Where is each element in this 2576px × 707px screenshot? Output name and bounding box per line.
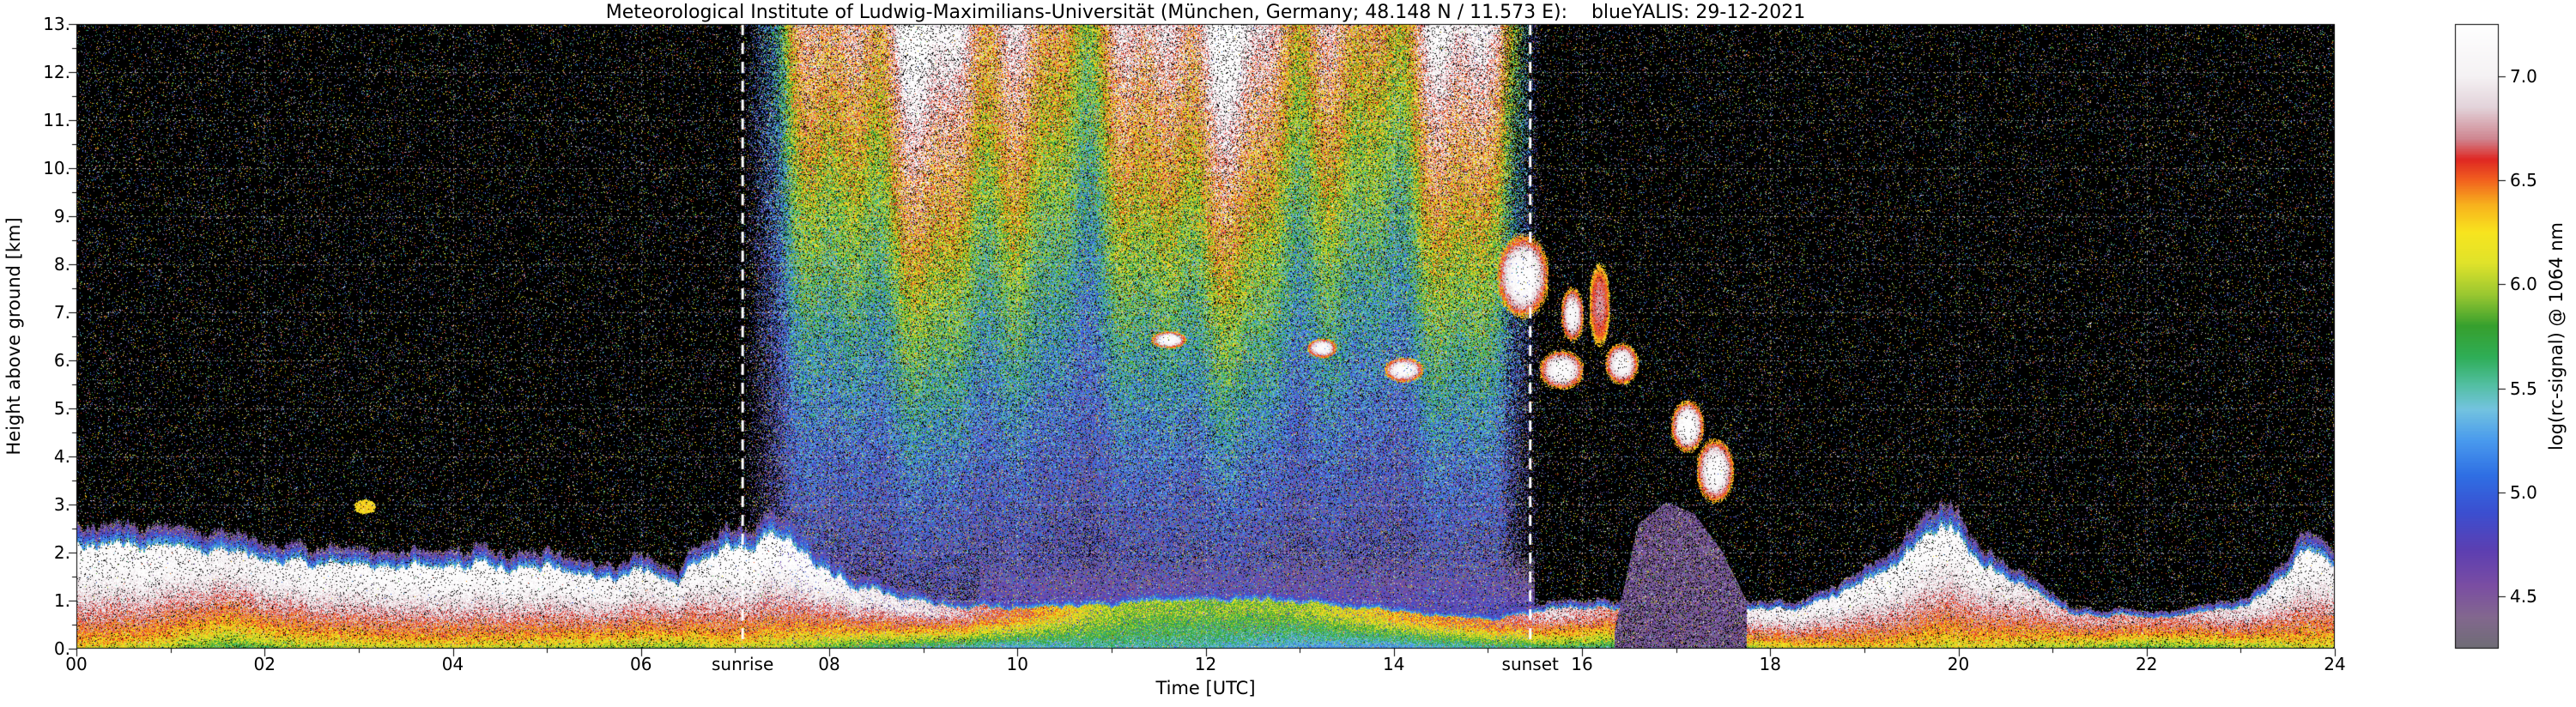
y-tick-label: 9. [53,206,70,227]
x-axis-label: Time [UTC] [1155,678,1256,698]
colorbar-tick-label: 6.0 [2510,274,2537,295]
x-tick-label: 20 [1947,654,1970,674]
colorbar-label: log(rc-signal) @ 1064 nm [2546,221,2567,451]
y-tick-label: 12. [43,62,70,82]
x-tick-label: 00 [65,654,88,674]
y-axis-label: Height above ground [km] [3,217,24,456]
colorbar-tick-label: 7.0 [2510,65,2537,87]
colorbar-tick-label: 5.0 [2510,482,2537,503]
y-tick-label: 13. [43,14,70,34]
x-tick-label: 16 [1571,654,1593,674]
y-tick-label: 8. [53,254,70,275]
y-tick-label: 0. [53,638,70,659]
y-tick-label: 11. [43,110,70,130]
y-tick-label: 1. [53,590,70,611]
x-tick-label: 02 [253,654,276,674]
x-tick-label: 24 [2324,654,2346,674]
x-tick-label: 06 [630,654,652,674]
x-tick-label: 10 [1006,654,1028,674]
colorbar-tick-label: 5.5 [2510,378,2537,399]
y-tick-label: 5. [53,398,70,419]
x-tick-label: 04 [441,654,464,674]
y-tick-label: 7. [53,302,70,323]
x-tick-label: 22 [2136,654,2158,674]
colorbar-tick-label: 6.5 [2510,170,2537,190]
plot-title: Meteorological Institute of Ludwig-Maxim… [605,2,1806,23]
y-tick-label: 6. [53,350,70,371]
sunset-label: sunset [1501,654,1559,674]
x-tick-label: 18 [1759,654,1781,674]
sunrise-label: sunrise [712,654,774,674]
y-tick-label: 10. [43,158,70,178]
y-tick-label: 3. [53,494,70,515]
colorbar-tick-label: 4.5 [2510,586,2537,607]
y-tick-label: 2. [53,542,70,563]
x-tick-label: 14 [1383,654,1405,674]
y-tick-label: 4. [53,446,70,467]
x-tick-label: 12 [1194,654,1217,674]
x-tick-label: 08 [818,654,840,674]
